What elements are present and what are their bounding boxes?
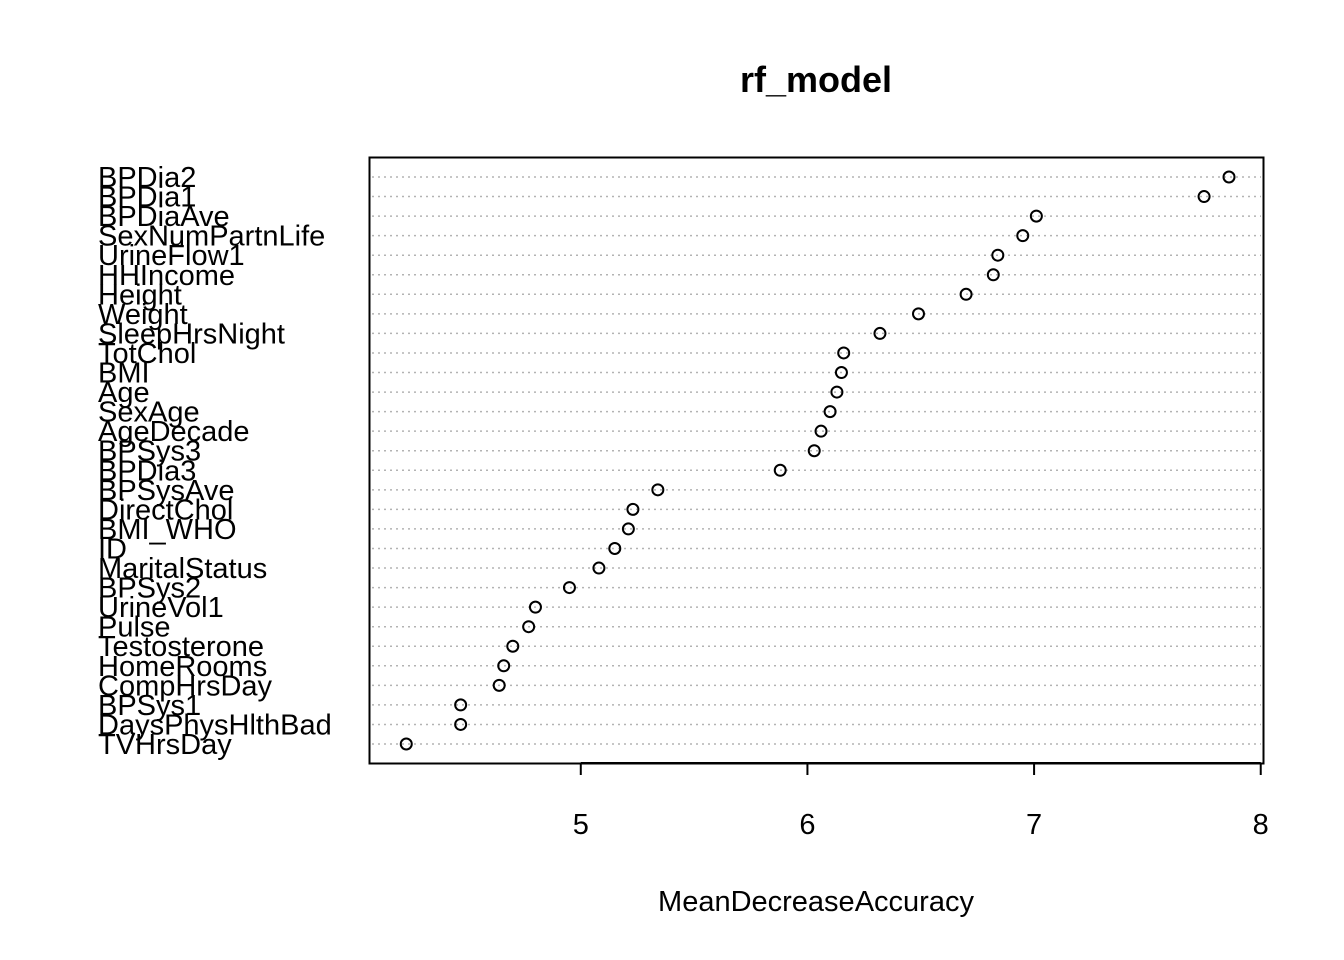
data-point <box>773 463 787 477</box>
data-point <box>592 561 606 575</box>
data-point <box>873 326 887 340</box>
data-point <box>1222 170 1236 184</box>
data-point <box>823 405 837 419</box>
data-point <box>830 385 844 399</box>
category-label: Weight <box>98 299 188 331</box>
category-label: Height <box>98 279 182 311</box>
data-point <box>807 444 821 458</box>
plot-frame <box>368 156 1265 765</box>
data-point <box>522 620 536 634</box>
category-label: DaysPhysHlthBad <box>98 709 332 741</box>
data-point <box>959 287 973 301</box>
data-point <box>454 717 468 731</box>
grid-lines <box>372 176 1261 745</box>
category-label: BPSys3 <box>98 436 201 468</box>
chart-title: rf_model <box>740 59 892 100</box>
data-point <box>837 346 851 360</box>
category-label: Pulse <box>98 612 171 644</box>
data-point <box>562 581 576 595</box>
data-point <box>399 737 413 751</box>
category-labels: BPDia2BPDia1BPDiaAveSexNumPartnLifeUrine… <box>98 162 332 761</box>
data-points <box>399 170 1236 751</box>
x-tick-label: 8 <box>1253 809 1269 841</box>
data-point <box>651 483 665 497</box>
category-label: BPSys2 <box>98 573 201 605</box>
category-label: AgeDecade <box>98 416 250 448</box>
category-label: DirectChol <box>98 494 233 526</box>
category-label: BPSys1 <box>98 690 201 722</box>
category-label: HomeRooms <box>98 651 267 683</box>
data-point <box>626 502 640 516</box>
category-label: Testosterone <box>98 631 264 663</box>
category-label: SexAge <box>98 397 200 429</box>
data-point <box>986 268 1000 282</box>
category-label: BPDiaAve <box>98 201 230 233</box>
x-axis: 5 6 7 8 <box>573 762 1269 841</box>
data-point <box>497 659 511 673</box>
category-label: UrineFlow1 <box>98 240 245 272</box>
data-point <box>492 678 506 692</box>
category-label: BPDia1 <box>98 182 196 214</box>
category-label: BPDia3 <box>98 455 196 487</box>
data-point <box>621 522 635 536</box>
category-label: TVHrsDay <box>98 729 232 761</box>
x-tick-label: 6 <box>799 809 815 841</box>
category-label: Age <box>98 377 150 409</box>
data-point <box>506 639 520 653</box>
data-point <box>528 600 542 614</box>
data-point <box>1029 209 1043 223</box>
category-label: BPSysAve <box>98 475 234 507</box>
x-axis-label: MeanDecreaseAccuracy <box>658 886 974 918</box>
x-tick-label: 5 <box>573 809 589 841</box>
data-point <box>608 541 622 555</box>
category-label: SexNumPartnLife <box>98 221 325 253</box>
data-point <box>1197 190 1211 204</box>
category-label: SleepHrsNight <box>98 318 285 350</box>
data-point <box>834 366 848 380</box>
category-label: BMI <box>98 358 150 390</box>
category-label: CompHrsDay <box>98 670 273 702</box>
category-label: MaritalStatus <box>98 553 267 585</box>
data-point <box>1016 229 1030 243</box>
category-label: TotChol <box>98 338 196 370</box>
category-label: BPDia2 <box>98 162 196 194</box>
data-point <box>454 698 468 712</box>
data-point <box>911 307 925 321</box>
category-label: UrineVol1 <box>98 592 224 624</box>
x-tick-label: 7 <box>1026 809 1042 841</box>
data-point <box>991 248 1005 262</box>
category-label: HHIncome <box>98 260 235 292</box>
category-label: ID <box>98 533 127 565</box>
data-point <box>814 424 828 438</box>
category-label: BMI_WHO <box>98 514 237 546</box>
